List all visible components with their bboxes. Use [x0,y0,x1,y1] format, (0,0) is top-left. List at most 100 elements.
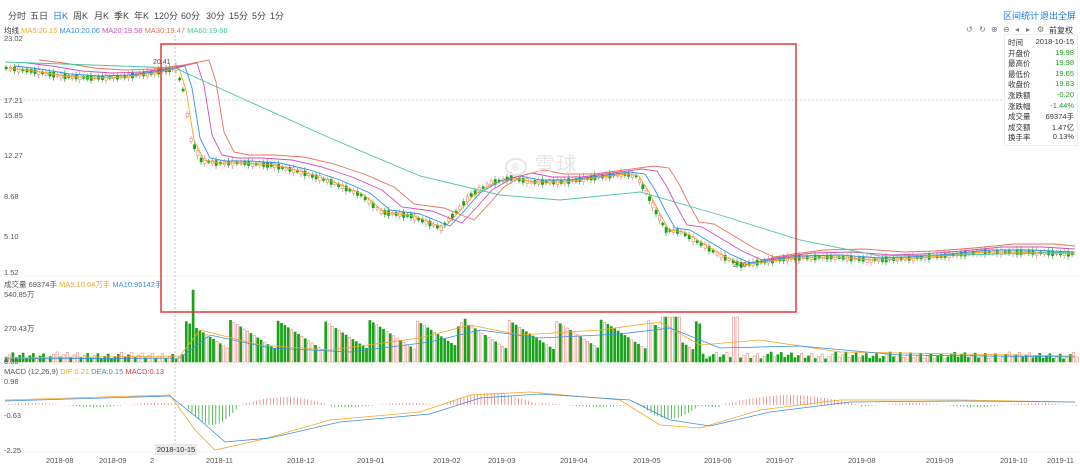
volume-bar [708,356,712,363]
volume-bar [983,353,987,363]
info-row: 换手率 0.13% [1008,132,1074,143]
volume-bar [946,356,950,363]
adjust-select[interactable]: 前复权 [1049,26,1073,35]
volume-bar [674,316,678,363]
volume-bar [1051,358,1055,363]
period-tab-10[interactable]: 15分 [229,11,249,21]
period-tab-3[interactable]: 周K [73,11,89,21]
volume-bar [154,357,158,363]
volume-bar [225,347,229,363]
volume-bar [827,356,831,363]
volume-bar [565,327,569,363]
volume-bar [1055,355,1059,363]
price-axis-label: 15.85 [4,111,23,120]
volume-bar [579,336,583,363]
volume-bar [371,322,375,363]
zoom-out-icon[interactable]: ⊖ [1003,25,1010,34]
rotate-right-icon[interactable]: ↻ [979,25,986,34]
candle [344,185,348,192]
volume-bar [1031,357,1035,363]
volume-bar [524,331,528,363]
volume-bar [528,333,532,363]
volume-bar [113,356,117,363]
volume-bar [351,339,355,363]
period-tab-8[interactable]: 60分 [181,11,201,21]
zoom-in-icon[interactable]: ⊕ [991,25,998,34]
candle [644,190,648,194]
x-axis-label: 2018-08 [46,456,74,465]
volume-bar [820,353,824,363]
period-tab-0[interactable]: 分时 [8,11,27,21]
period-tab-2[interactable]: 日K [53,11,69,21]
candle [363,196,367,201]
volume-bar [592,345,596,363]
macd-axis-label: -2.25 [4,446,22,455]
settings-icon[interactable]: ⚙ [1037,25,1045,34]
info-row: 时间 2018-10-15 [1008,37,1074,47]
volume-bar [521,329,525,363]
xueqiu-watermark: ❄ 雪球 [505,148,579,177]
x-axis-label: 2019-06 [704,456,732,465]
volume-bar [660,316,664,363]
candle [658,215,661,221]
macd-legend: MACD (12,26,9) DIF:0.21 DEA:0.15 MACD:0.… [4,367,165,376]
volume-bar [337,330,341,363]
period-tab-1[interactable]: 五日 [30,11,49,21]
period-tab-11[interactable]: 5分 [252,11,267,21]
volume-bar [443,338,447,363]
volume-bar [718,356,722,363]
volume-bar [1028,352,1031,363]
volume-bar [943,358,946,363]
volume-bar [813,358,817,363]
pan-right-icon[interactable]: ▸ [1026,25,1031,34]
rotate-left-icon[interactable]: ↺ [966,25,973,34]
x-axis-label: 2018-11 [206,456,233,465]
period-tab-4[interactable]: 月K [94,11,110,21]
volume-bar [633,341,637,363]
ma60-line [4,61,1076,257]
volume-bar [473,328,477,363]
price-axis-label: 1.52 [4,268,19,277]
candle [654,209,658,215]
volume-bar [215,341,219,363]
volume-bar [167,356,171,363]
volume-bar [987,357,991,363]
volume-bar [1017,352,1021,363]
candle [379,210,383,214]
candle [189,138,193,142]
info-row: 涨跌额 -0.20 [1008,90,1074,100]
period-tab-7[interactable]: 120分 [154,11,179,21]
volume-bar [915,355,919,363]
volume-bar [620,332,623,363]
period-tab-6[interactable]: 年K [134,11,150,21]
candle [458,206,462,210]
candle [311,174,314,178]
range-stats-link[interactable]: 区间统计 [1003,11,1040,21]
x-axis-label: 2019-11 [1047,456,1074,465]
volume-bar [875,353,878,363]
price-axis-label: 12.27 [4,151,23,160]
volume-bar [514,324,518,363]
volume-bar [242,328,246,363]
ma30-line [38,59,1076,258]
exit-fullscreen-link[interactable]: 退出全屏 [1040,11,1077,21]
candle [314,174,318,180]
period-tab-12[interactable]: 1分 [270,11,285,21]
period-tab-9[interactable]: 30分 [206,11,226,21]
volume-bar [691,349,695,363]
pan-left-icon[interactable]: ◂ [1015,25,1020,34]
volume-bar [759,358,763,363]
period-tab-5[interactable]: 季K [114,11,130,21]
volume-bar [484,334,487,363]
volume-bar [572,332,576,363]
volume-bar [140,352,144,363]
volume-bar [898,352,902,363]
candle [462,201,466,206]
volume-bar [14,357,18,363]
candle [447,218,451,222]
volume-bar [1075,356,1079,363]
volume-bar [684,344,688,363]
volume-bar [762,356,766,363]
x-axis-label: 2 [150,456,155,465]
